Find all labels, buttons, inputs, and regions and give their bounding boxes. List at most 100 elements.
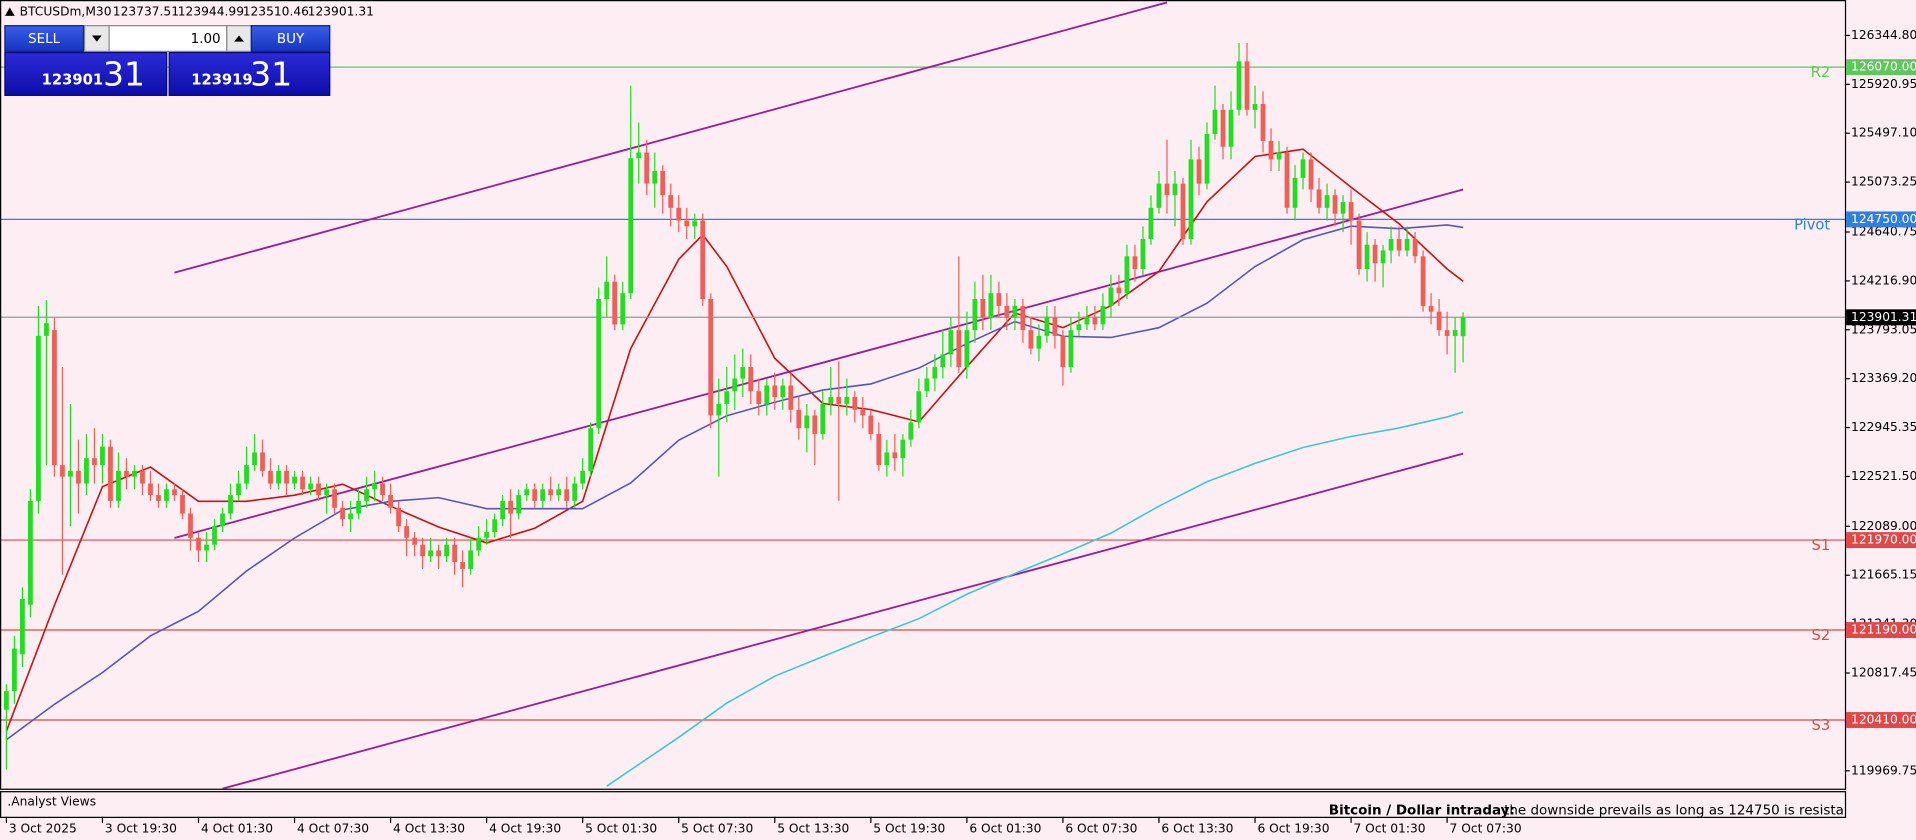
- candle-body: [804, 415, 810, 429]
- level-name: S1: [1811, 537, 1830, 554]
- x-tick-label: 7 Oct 07:30: [1450, 822, 1522, 836]
- x-tick-label: 6 Oct 07:30: [1065, 822, 1137, 836]
- buy-button[interactable]: [250, 25, 331, 52]
- x-tick-label: 4 Oct 01:30: [201, 822, 273, 836]
- candle-body: [588, 428, 594, 471]
- candle-body: [668, 195, 674, 208]
- candle-body: [1012, 305, 1018, 318]
- ask-small[interactable]: 31: [250, 54, 292, 93]
- candle-body: [636, 152, 642, 159]
- candle-body: [388, 495, 393, 508]
- ask-big[interactable]: 123919: [191, 72, 252, 89]
- candle-body: [60, 465, 65, 477]
- level-name: Pivot: [1794, 217, 1830, 234]
- candle-body: [444, 544, 450, 557]
- x-tick-label: 5 Oct 19:30: [873, 822, 945, 836]
- candle-body: [452, 544, 458, 562]
- x-tick-label: 3 Oct 2025: [9, 822, 77, 836]
- candle-body: [420, 544, 426, 557]
- trade-panel: SELL 1.00 BUY 123901 31 123919 31: [4, 25, 331, 96]
- level-price-box: [1846, 532, 1916, 549]
- candle-body: [604, 281, 610, 299]
- candle-body: [1180, 183, 1186, 240]
- x-tick-label: 5 Oct 01:30: [585, 822, 657, 836]
- candle-body: [172, 489, 177, 496]
- candle-body: [132, 470, 137, 477]
- y-tick-label: 125073.25: [1851, 175, 1916, 189]
- candle-body: [1084, 317, 1090, 325]
- candle-body: [1140, 239, 1146, 269]
- candle-body: [1028, 330, 1034, 349]
- candle-body: [204, 544, 209, 551]
- candle-body: [1020, 305, 1026, 331]
- x-tick-label: 4 Oct 13:30: [393, 822, 465, 836]
- candle-body: [956, 330, 962, 368]
- candle-body: [1436, 311, 1442, 331]
- candle-body: [356, 500, 361, 514]
- candle-body: [1428, 305, 1434, 312]
- candle-body: [980, 298, 986, 318]
- candle-body: [468, 550, 474, 569]
- candle-body: [556, 489, 562, 496]
- candle-body: [1260, 104, 1266, 141]
- level-price-label: 121190.00: [1851, 623, 1916, 637]
- sell-button[interactable]: [4, 25, 84, 52]
- candle-body: [548, 489, 554, 496]
- candle-body: [36, 335, 41, 501]
- candle-body: [580, 470, 586, 484]
- candle-body: [460, 561, 466, 569]
- moving-average: [5, 224, 1464, 741]
- candle-body: [1212, 109, 1218, 135]
- header: BTCUSDm,M30 123737.51 123944.99 123510.4…: [4, 5, 374, 19]
- level-price-box: [1846, 211, 1916, 228]
- candle-body: [852, 397, 858, 410]
- candle-body: [684, 220, 690, 227]
- candle-body: [516, 495, 522, 514]
- candle-body: [1348, 202, 1354, 221]
- candle-body: [916, 391, 922, 423]
- volume-value[interactable]: 1.00: [191, 32, 221, 47]
- candle-body: [892, 452, 898, 459]
- level-name: S2: [1811, 627, 1830, 644]
- buy-label[interactable]: BUY: [277, 32, 305, 47]
- candle-body: [1236, 61, 1242, 110]
- candle-body: [964, 330, 970, 368]
- candle-body: [564, 489, 570, 501]
- y-tick-label: 122521.50: [1851, 469, 1916, 483]
- indicator-window: .Analyst Views Bitcoin / Dollar intraday…: [7, 795, 1845, 817]
- candle-body: [1220, 109, 1226, 147]
- y-tick-label: 119969.75: [1851, 763, 1916, 777]
- volume-field[interactable]: [108, 25, 228, 52]
- candle-body: [1164, 183, 1170, 196]
- bid-box[interactable]: [4, 51, 168, 96]
- down-arrow: [91, 35, 102, 42]
- candle-body: [196, 537, 201, 551]
- candle-body: [1372, 244, 1378, 264]
- bid-big[interactable]: 123901: [42, 72, 103, 89]
- candle-body: [900, 439, 906, 459]
- y-tick-label: 122945.35: [1851, 420, 1916, 434]
- candle-body: [484, 531, 490, 538]
- candle-body: [1044, 317, 1050, 336]
- candle-body: [340, 507, 345, 520]
- candle-body: [924, 378, 930, 392]
- sell-label[interactable]: SELL: [28, 32, 61, 47]
- candle-body: [1132, 256, 1138, 269]
- candle-body: [228, 495, 233, 514]
- candle-body: [1060, 335, 1066, 368]
- candle-body: [364, 489, 369, 501]
- bid-small[interactable]: 31: [103, 54, 145, 93]
- candle-body: [1188, 159, 1194, 240]
- y-tick-label: 126344.80: [1851, 28, 1916, 42]
- candle-body: [124, 470, 129, 477]
- level-price-box: [1846, 712, 1916, 728]
- x-tick-label: 4 Oct 07:30: [297, 822, 369, 836]
- level-price-label: 120410.00: [1851, 713, 1916, 727]
- candle-body: [284, 470, 289, 484]
- candle-body: [876, 433, 882, 466]
- candle-body: [508, 500, 514, 514]
- ask-box[interactable]: [168, 51, 331, 96]
- y-tick-label: 120817.45: [1851, 666, 1916, 680]
